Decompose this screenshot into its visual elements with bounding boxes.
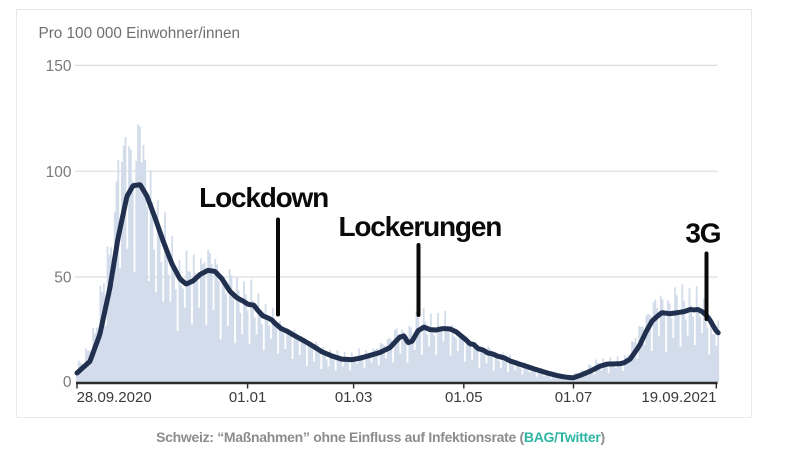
- svg-text:100: 100: [46, 164, 72, 181]
- svg-text:Schweiz: “Maßnahmen” ohne Einf: Schweiz: “Maßnahmen” ohne Einfluss auf I…: [156, 429, 605, 445]
- svg-text:01.07: 01.07: [555, 389, 593, 406]
- svg-text:0: 0: [63, 374, 72, 391]
- svg-text:3G: 3G: [685, 218, 720, 249]
- svg-text:28.09.2020: 28.09.2020: [77, 389, 152, 406]
- svg-text:Lockerungen: Lockerungen: [338, 211, 501, 242]
- svg-text:01.05: 01.05: [445, 389, 483, 406]
- svg-text:Pro 100 000 Einwohner/innen: Pro 100 000 Einwohner/innen: [39, 25, 241, 42]
- svg-text:Lockdown: Lockdown: [199, 182, 328, 213]
- svg-text:50: 50: [54, 270, 72, 287]
- svg-text:01.01: 01.01: [229, 389, 267, 406]
- svg-text:150: 150: [46, 58, 72, 75]
- svg-text:01.03: 01.03: [335, 389, 373, 406]
- svg-text:19.09.2021: 19.09.2021: [641, 389, 716, 406]
